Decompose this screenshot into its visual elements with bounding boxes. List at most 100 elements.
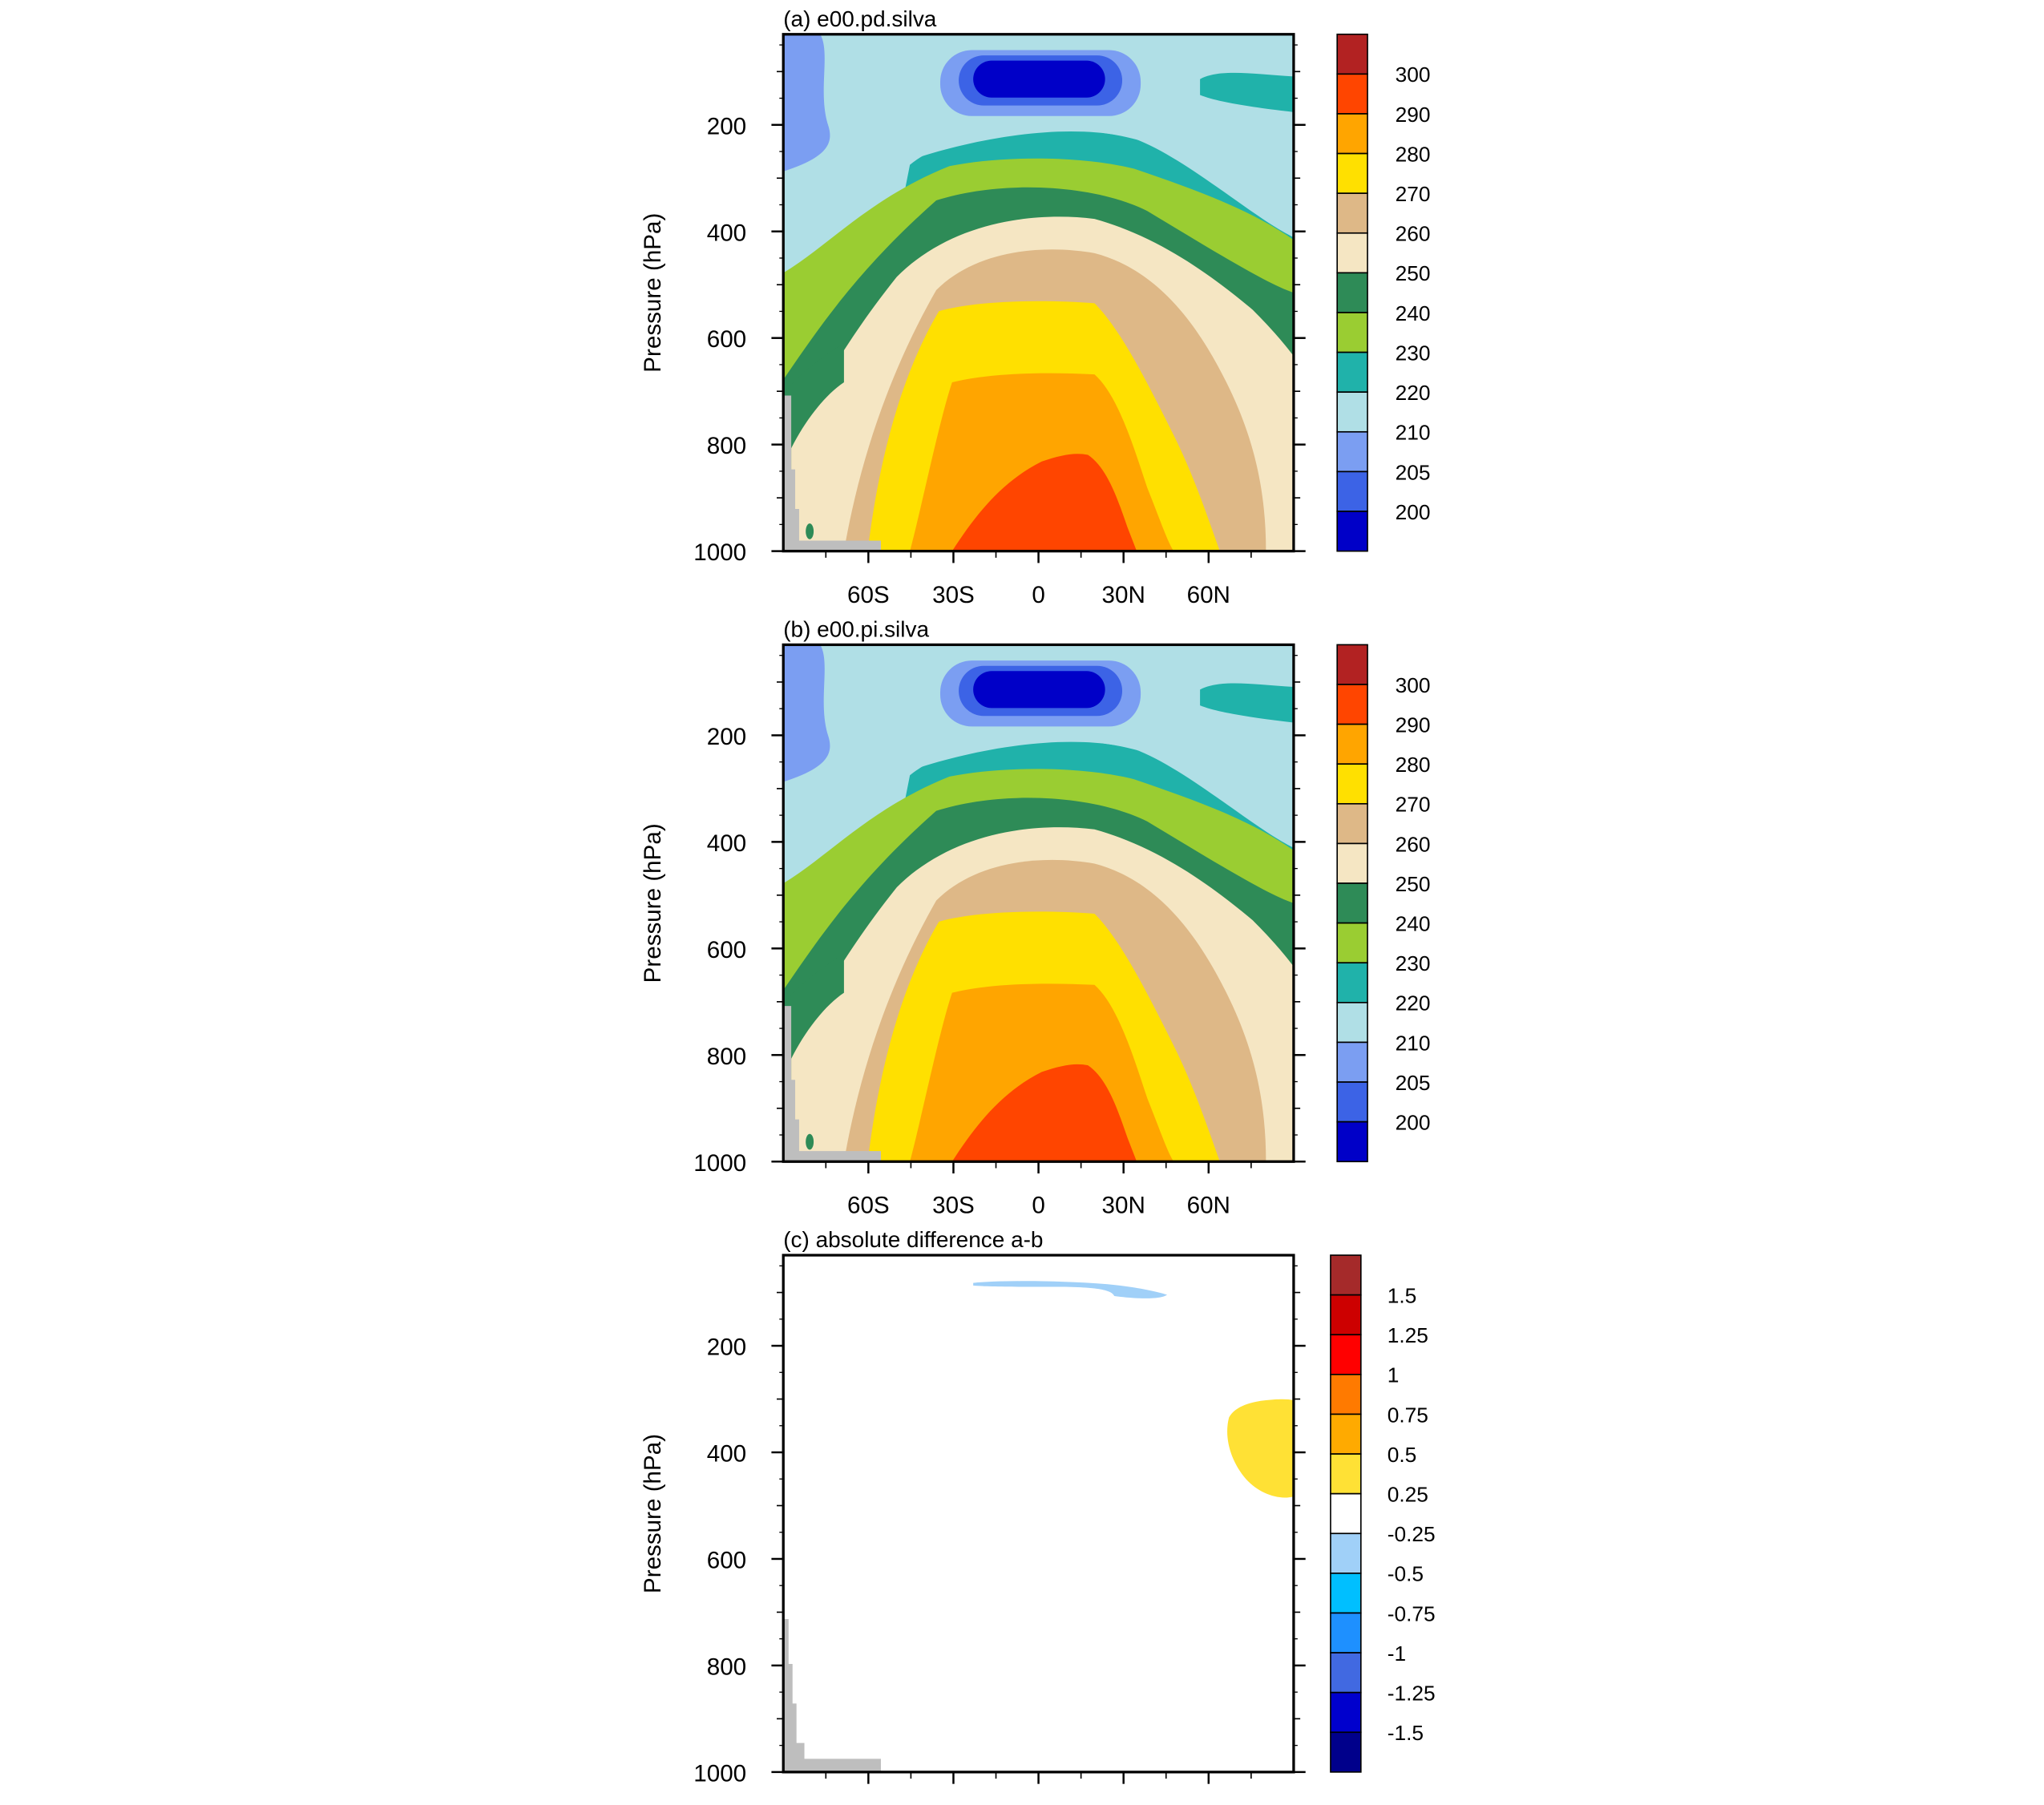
fill-240-spot [806,523,814,539]
colorbar-box [1330,1731,1362,1773]
fill-210-ext [783,34,1294,238]
colorbar: 1.5 1.25 1 0.75 0.5 0.25 -0.25 -0.5 -0.75 -1 -1.25… [1330,1254,1436,1773]
x-tick-label: 0 [1032,1803,1044,1805]
colorbar-box [1336,723,1368,765]
x-tick-label: 60N [1187,1803,1230,1805]
fill-220-ne [1200,72,1294,112]
colorbar-label: -1.25 [1388,1682,1436,1706]
colorbar-label: -1 [1388,1641,1406,1666]
fill-220-ne [1200,683,1294,723]
x-tick-label: 60S [847,1192,890,1218]
colorbar-box [1330,1691,1362,1734]
panel-c: (c) absolute difference a-b Pressure (hP… [640,1227,1435,1805]
colorbar-box [1330,1294,1362,1336]
panel-b: (b) e00.pi.silva Pressure (hPa) 200 400 60… [640,617,1430,1219]
colorbar-box [1330,1374,1362,1415]
colorbar-box [1330,1612,1362,1654]
y-tick-label: 800 [707,433,746,459]
y-axis-label: Pressure (hPa) [640,823,666,983]
colorbar-box [1336,962,1368,1003]
colorbar-box [1336,391,1368,433]
colorbar-label: 210 [1396,421,1431,445]
colorbar-box [1336,232,1368,274]
y-tick-label: 600 [707,1547,746,1573]
panel-title: (c) absolute difference a-b [783,1227,1043,1252]
fill-negative-band [973,1281,1167,1298]
x-tick-labels: 60S 30S 0 30N 60N [847,1192,1230,1218]
colorbar-label: 250 [1396,261,1431,285]
colorbar-box [1336,152,1368,195]
y-tick-label: 400 [707,220,746,246]
colorbar-label: 1.25 [1388,1323,1428,1347]
y-tick-labels: 200 400 600 800 1000 [693,1335,746,1787]
mountain [783,395,881,551]
colorbar-label: 300 [1396,63,1431,87]
x-tick-label: 60N [1187,582,1230,608]
y-tick-labels: 200 400 600 800 1000 [693,724,746,1177]
x-tick-label: 30S [932,582,975,608]
y-axis-label: Pressure (hPa) [640,1434,666,1593]
colorbar-label: 0.75 [1388,1403,1428,1427]
panel-a: (a) e00.pd.silva Pressure (hPa) 200 400 60… [640,6,1430,608]
x-tick-label: 0 [1032,1192,1044,1218]
x-tick-label: 30N [1102,582,1145,608]
colorbar-box [1336,1002,1368,1044]
colorbar-box [1336,763,1368,805]
y-tick-labels: 200 400 600 800 1000 [693,113,746,566]
x-tick-label: 60S [847,1803,890,1805]
colorbar-label: 230 [1396,341,1431,365]
colorbar-label: 270 [1396,793,1431,817]
fill-195-jet [973,60,1105,98]
ticks [771,1265,1306,1784]
colorbar-label: 240 [1396,301,1431,325]
colorbar-label: 200 [1396,500,1431,524]
x-tick-label: 30N [1102,1192,1145,1218]
colorbar-box [1336,922,1368,964]
colorbar-label: 290 [1396,713,1431,737]
ticks [771,44,1306,563]
colorbar-box [1330,1652,1362,1694]
colorbar-label: 280 [1396,753,1431,777]
colorbar: 300 290 280 270 260 250 240 230 220 210 205 200 [1336,33,1431,552]
colorbar-label: 205 [1396,1071,1431,1095]
colorbar-box [1336,1121,1368,1163]
colorbar-box [1336,511,1368,552]
colorbar-label: 240 [1396,911,1431,935]
colorbar-label: 0.5 [1388,1443,1417,1467]
colorbar-box [1336,351,1368,394]
colorbar-label: 270 [1396,182,1431,206]
y-tick-label: 200 [707,724,746,750]
colorbar-label: 200 [1396,1111,1431,1135]
colorbar-label: 0.25 [1388,1483,1428,1507]
colorbar-box [1336,842,1368,884]
fill-195-jet [973,671,1105,709]
colorbar-box [1336,1041,1368,1083]
y-tick-label: 400 [707,1441,746,1468]
colorbar-box [1336,272,1368,313]
y-tick-label: 600 [707,326,746,353]
colorbar-box [1336,470,1368,512]
colorbar-box [1330,1413,1362,1455]
y-tick-label: 1000 [693,1760,746,1787]
colorbar: 300 290 280 270 260 250 240 230 220 210 205 200 [1336,644,1431,1163]
x-tick-labels: 60S 30S 0 30N 60N [847,1803,1230,1805]
colorbar-box [1336,192,1368,234]
colorbar-label: 260 [1396,222,1431,246]
colorbar-box [1330,1453,1362,1495]
colorbar-label: 290 [1396,103,1431,127]
colorbar-box [1330,1254,1362,1296]
x-tick-label: 0 [1032,582,1044,608]
mountain [783,1006,881,1162]
fill-near-zero [783,1255,1294,1772]
fill-positive-blob [1227,1399,1294,1498]
colorbar-label: 230 [1396,951,1431,975]
x-tick-label: 30S [932,1192,975,1218]
colorbar-box [1330,1573,1362,1614]
fill-210-ext [783,644,1294,848]
colorbar-label: 250 [1396,872,1431,896]
colorbar-box [1336,802,1368,845]
colorbar-label: 210 [1396,1031,1431,1055]
colorbar-box [1336,684,1368,725]
colorbar-label: 205 [1396,460,1431,484]
